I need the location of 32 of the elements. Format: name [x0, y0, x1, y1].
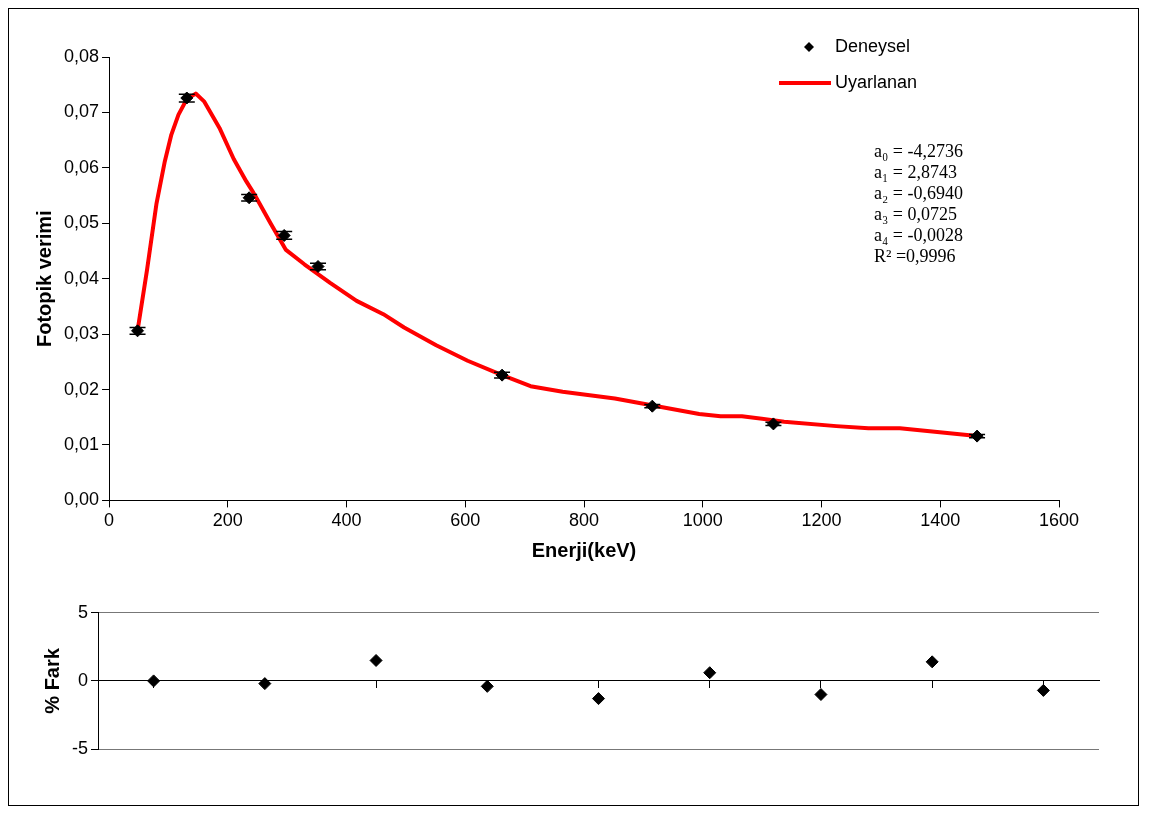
y-tick-label: 0,05 — [63, 212, 100, 233]
y-tick-label: 0,01 — [63, 433, 100, 454]
x-tick-label: 1000 — [682, 510, 723, 531]
y-axis-title: % Fark — [40, 647, 63, 714]
annotation: a₁ = 2,8743 — [874, 162, 957, 182]
legend-label: Uyarlanan — [835, 71, 918, 92]
y-tick-label: 0,03 — [63, 323, 100, 344]
y-tick-label: -5 — [71, 737, 88, 758]
y-axis-title: Fotopik verimi — [32, 210, 55, 348]
x-tick-label: 800 — [568, 510, 600, 531]
x-tick-label: 1400 — [920, 510, 961, 531]
y-tick-label: 0,08 — [63, 45, 100, 66]
x-tick-label: 600 — [450, 510, 481, 531]
x-tick-label: 400 — [331, 510, 362, 531]
annotation: a₃ = 0,0725 — [874, 204, 957, 224]
y-tick-label: 0 — [77, 669, 88, 690]
x-tick-label: 0 — [104, 510, 115, 531]
x-axis-title: Enerji(keV) — [531, 538, 637, 561]
x-tick-label: 1200 — [801, 510, 842, 531]
y-tick-label: 0,04 — [63, 267, 100, 288]
annotation: a₀ = -4,2736 — [874, 141, 963, 161]
annotation: R² =0,9996 — [874, 246, 956, 266]
annotation: a₂ = -0,6940 — [874, 183, 963, 203]
legend-label: Deneysel — [835, 35, 911, 56]
y-tick-label: 0,07 — [63, 101, 100, 122]
y-tick-label: 0,02 — [63, 378, 100, 399]
y-tick-label: 0,00 — [63, 489, 100, 510]
x-tick-label: 1600 — [1038, 510, 1080, 531]
y-tick-label: 5 — [77, 601, 88, 622]
y-tick-label: 0,06 — [63, 156, 100, 177]
annotation: a₄ = -0,0028 — [874, 225, 963, 245]
x-tick-label: 200 — [212, 510, 243, 531]
